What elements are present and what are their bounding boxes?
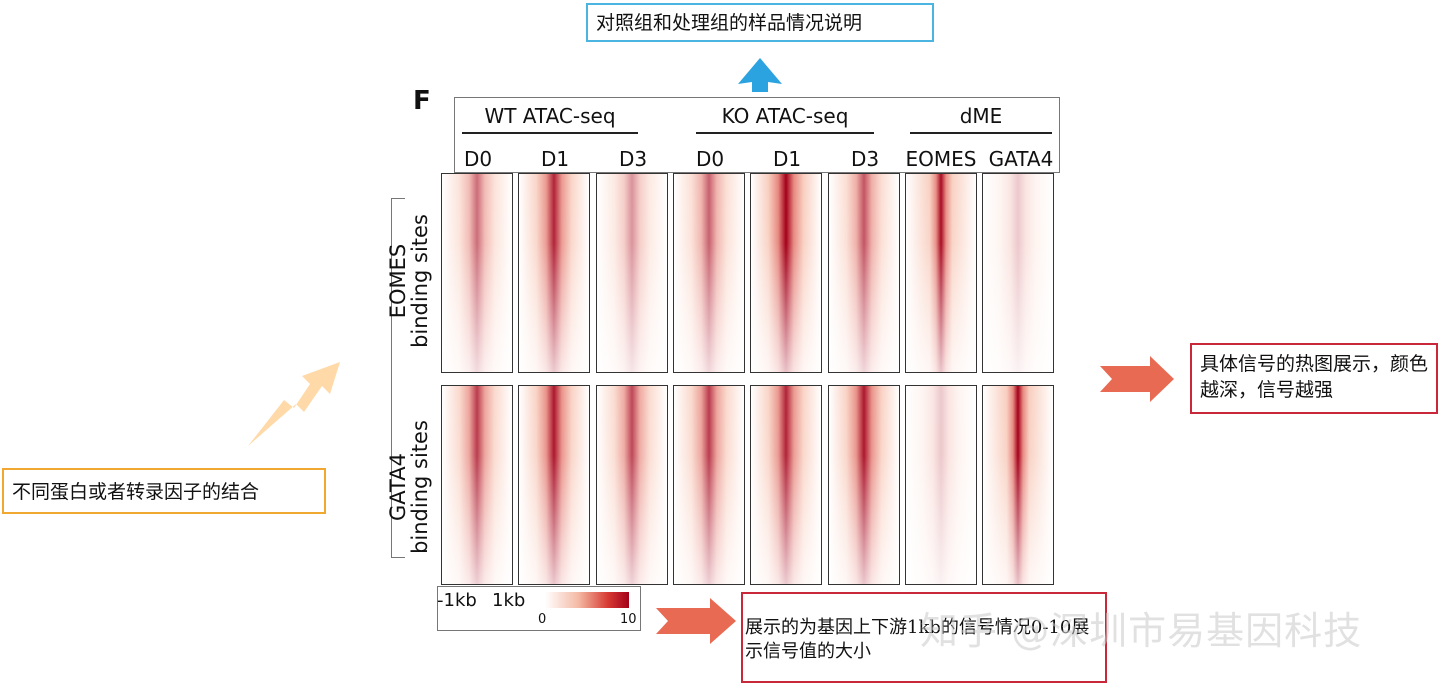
heatmap-panel <box>982 385 1054 585</box>
heatmap-panel <box>828 385 900 585</box>
group-line-wt <box>462 132 638 134</box>
heatmap-panel <box>982 173 1054 373</box>
column-label: D0 <box>695 147 725 171</box>
note-heatmap-signal: 具体信号的热图展示，颜色越深，信号越强 <box>1190 343 1438 414</box>
up-arrow-icon <box>738 58 782 92</box>
heatmap-panel <box>828 173 900 373</box>
heatmap-panel <box>441 173 513 373</box>
legend-right-label: 1kb <box>492 590 526 611</box>
heatmap-panel <box>518 173 590 373</box>
column-label: D3 <box>850 147 880 171</box>
column-label: EOMES <box>905 147 977 171</box>
note-sample-description: 对照组和处理组的样品情况说明 <box>586 3 934 42</box>
note-binding-factors: 不同蛋白或者转录因子的结合 <box>2 468 326 514</box>
column-label: GATA4 <box>988 147 1054 171</box>
row-label-gata4-line2: binding sites <box>408 420 432 554</box>
column-label: D1 <box>772 147 802 171</box>
heatmap-panel <box>518 385 590 585</box>
heatmap-panel <box>750 385 822 585</box>
row-label-gata4-line1: GATA4 <box>386 453 410 521</box>
heatmap-panel <box>441 385 513 585</box>
heatmap-panel <box>596 173 668 373</box>
diagonal-arrow-icon <box>248 362 340 446</box>
row-label-gata4: GATA4 binding sites <box>386 397 437 577</box>
heatmap-panel <box>673 173 745 373</box>
legend-left-label: -1kb <box>437 590 477 611</box>
legend-gradient-bar <box>545 592 629 608</box>
color-legend <box>437 586 641 631</box>
group-line-ko <box>696 132 874 134</box>
legend-max-label: 10 <box>620 612 637 627</box>
panel-letter: F <box>413 86 431 116</box>
heatmap-panel <box>905 385 977 585</box>
row-label-eomes: EOMES binding sites <box>386 191 437 371</box>
note-range-legend-text: 展示的为基因上下游1kb的信号情况0-10展示信号值的大小 <box>745 617 1090 662</box>
column-label: D1 <box>540 147 570 171</box>
heatmap-panel <box>905 173 977 373</box>
heatmap-panel <box>596 385 668 585</box>
header-box <box>454 97 1060 173</box>
group-label-ko: KO ATAC-seq <box>721 104 849 128</box>
column-label: D3 <box>618 147 648 171</box>
note-range-legend: 展示的为基因上下游1kb的信号情况0-10展示信号值的大小 <box>741 592 1107 683</box>
group-label-dme: dME <box>959 104 1003 128</box>
heatmap-panel <box>673 385 745 585</box>
watermark: 知乎 @深圳市易基因科技 <box>920 609 1363 653</box>
row-bracket <box>391 198 405 558</box>
row-label-eomes-line1: EOMES <box>386 243 410 319</box>
right-arrow-icon <box>1100 356 1174 402</box>
note-heatmap-signal-text: 具体信号的热图展示，颜色越深，信号越强 <box>1200 353 1429 401</box>
row-label-eomes-line2: binding sites <box>408 214 432 348</box>
group-line-dme <box>910 132 1052 134</box>
legend-min-label: 0 <box>538 612 547 627</box>
column-label: D0 <box>463 147 493 171</box>
heatmap-panel <box>750 173 822 373</box>
group-label-wt: WT ATAC-seq <box>484 104 616 128</box>
right-arrow-icon-bottom <box>656 598 736 644</box>
